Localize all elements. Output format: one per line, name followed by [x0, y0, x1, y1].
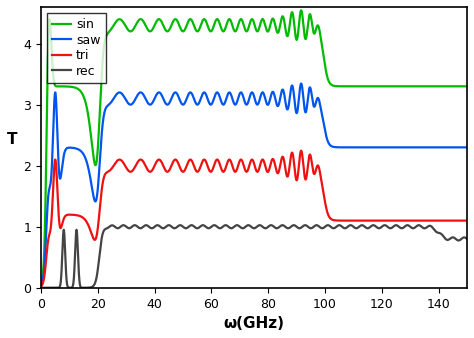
- tri: [38, 285, 44, 289]
- saw: [60, 162, 65, 166]
- sin: [377, 84, 383, 88]
- sin: [464, 84, 470, 88]
- sin: [290, 14, 296, 18]
- tri: [309, 161, 315, 165]
- rec: [377, 226, 383, 230]
- rec: [354, 226, 360, 230]
- sin: [354, 84, 360, 88]
- saw: [377, 145, 383, 149]
- tri: [290, 154, 296, 158]
- Line: saw: saw: [41, 83, 467, 285]
- rec: [290, 223, 296, 227]
- rec: [464, 237, 470, 241]
- saw: [464, 145, 470, 149]
- saw: [354, 145, 360, 149]
- sin: [309, 20, 315, 24]
- tri: [192, 167, 198, 171]
- saw: [309, 93, 315, 97]
- sin: [192, 27, 198, 31]
- saw: [38, 283, 44, 287]
- tri: [464, 219, 470, 223]
- sin: [60, 84, 65, 89]
- rec: [192, 225, 198, 230]
- saw: [290, 87, 296, 91]
- rec: [38, 286, 44, 290]
- saw: [298, 81, 304, 86]
- Legend: sin, saw, tri, rec: sin, saw, tri, rec: [47, 13, 106, 83]
- Line: rec: rec: [41, 225, 467, 288]
- Line: sin: sin: [41, 10, 467, 284]
- sin: [38, 282, 44, 286]
- rec: [325, 223, 331, 227]
- tri: [298, 149, 304, 153]
- Line: tri: tri: [41, 151, 467, 287]
- tri: [354, 219, 360, 223]
- tri: [60, 221, 65, 225]
- rec: [60, 248, 65, 252]
- Y-axis label: T: T: [7, 132, 18, 147]
- X-axis label: ω(GHz): ω(GHz): [224, 316, 284, 331]
- saw: [192, 100, 198, 104]
- rec: [309, 226, 315, 230]
- sin: [298, 8, 304, 12]
- tri: [377, 219, 383, 223]
